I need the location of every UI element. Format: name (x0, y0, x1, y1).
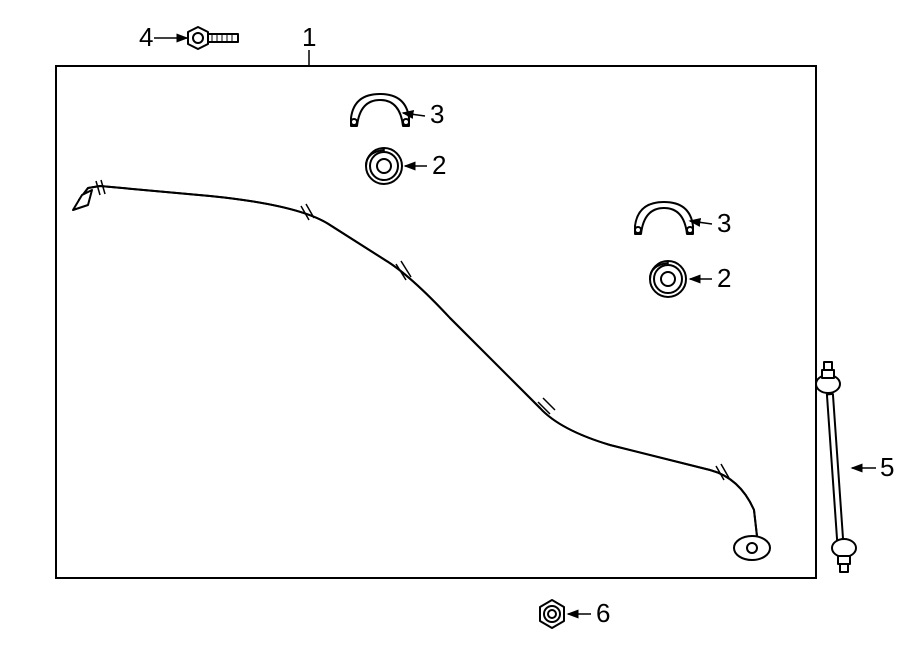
part-stabilizer-bar (73, 180, 770, 560)
callout-label-3a: 3 (430, 99, 444, 129)
callout-label-2a: 2 (432, 150, 446, 180)
part-bracket-b (635, 202, 693, 234)
part-bracket-a (351, 94, 409, 126)
callout-label-4: 4 (139, 22, 153, 52)
diagram-frame (56, 66, 816, 578)
callout-label-5: 5 (880, 452, 894, 482)
callout-label-3b: 3 (717, 208, 731, 238)
part-bushing-b (650, 261, 686, 297)
part-bushing-a (366, 148, 402, 184)
callout-label-6: 6 (596, 598, 610, 628)
callout-label-2b: 2 (717, 263, 731, 293)
callout-label-1: 1 (302, 22, 316, 52)
part-bolt (188, 27, 238, 49)
part-nut (540, 600, 564, 628)
part-link (816, 362, 856, 572)
